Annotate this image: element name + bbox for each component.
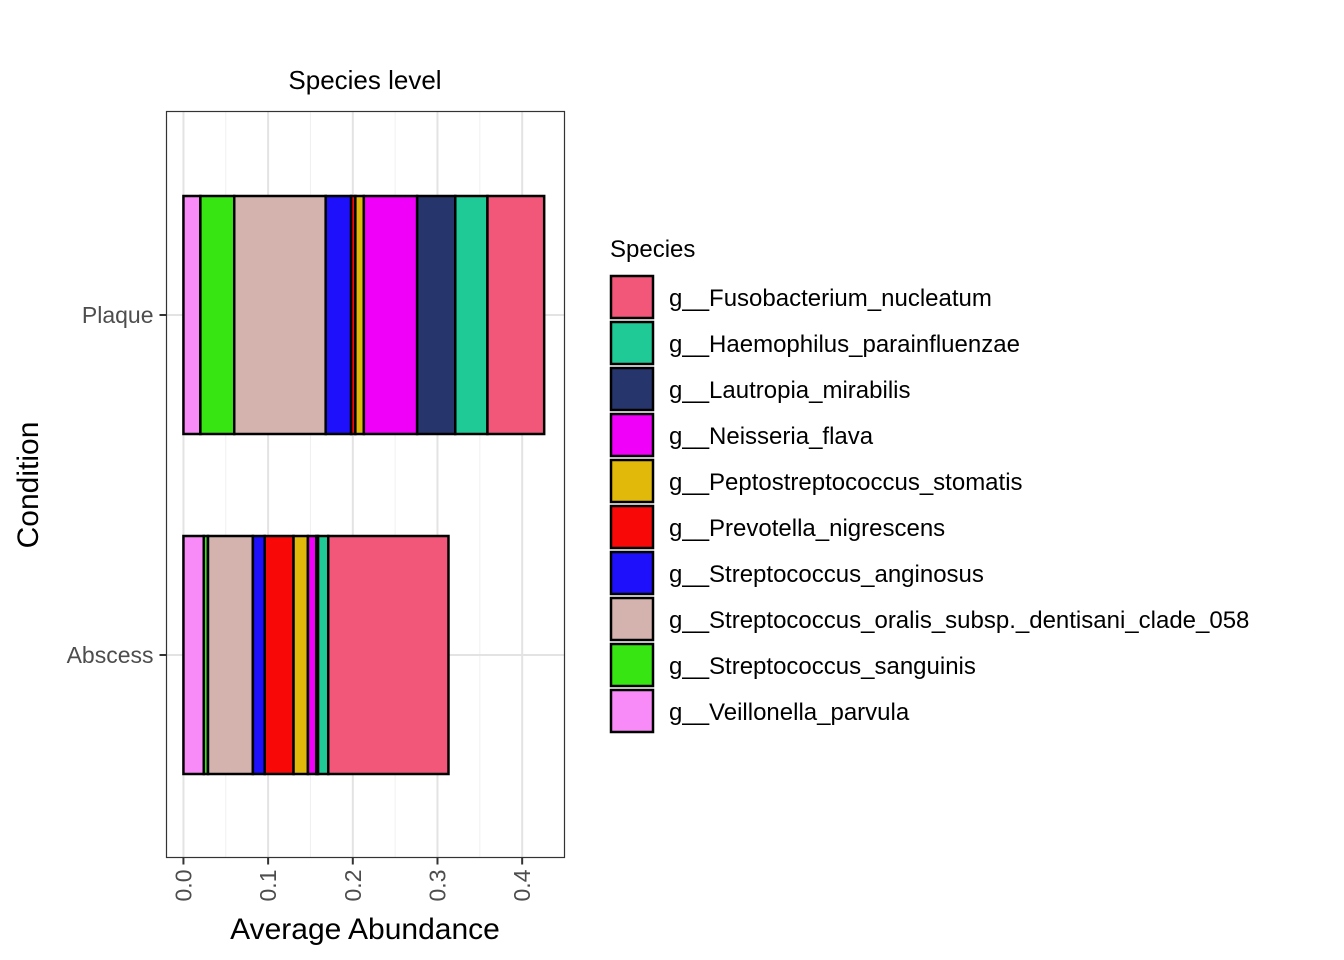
legend-label: g__Haemophilus_parainfluenzae — [669, 331, 1020, 358]
legend-label: g__Peptostreptococcus_stomatis — [669, 469, 1023, 496]
bars — [182, 194, 546, 776]
legend-label: g__Neisseria_flava — [669, 423, 874, 450]
bar-segment — [486, 194, 546, 436]
bar-segment — [206, 534, 255, 776]
legend-title: Species — [610, 236, 695, 263]
legend-label: g__Streptococcus_sanguinis — [669, 653, 976, 680]
bar-segment — [232, 194, 327, 436]
legend-swatch — [609, 412, 655, 458]
bar-segment — [199, 194, 236, 436]
x-tick-label: 0.2 — [340, 870, 366, 902]
chart-title: Species level — [288, 65, 441, 95]
axes: Plaque Abscess 0.0 0.1 0.2 0.3 0.4 — [67, 302, 536, 901]
legend-swatch — [609, 458, 655, 504]
legend-swatch — [609, 366, 655, 412]
legend: Species g__Fusobacterium_nucleatum g__Hae… — [609, 236, 1249, 734]
bar-segment — [182, 534, 206, 776]
bar-segment — [362, 194, 419, 436]
bar-segment — [415, 194, 457, 436]
legend-label: g__Veillonella_parvula — [669, 699, 910, 726]
legend-label: g__Prevotella_nigrescens — [669, 515, 945, 542]
bar-segment — [324, 194, 353, 436]
bar-segment — [263, 534, 295, 776]
legend-swatch — [609, 550, 655, 596]
x-tick-label: 0.1 — [255, 870, 281, 902]
legend-swatch — [609, 596, 655, 642]
bar-segment — [251, 534, 266, 776]
legend-label: g__Lautropia_mirabilis — [669, 377, 910, 404]
legend-label: g__Streptococcus_oralis_subsp._dentisani… — [669, 607, 1249, 634]
bar-segment — [454, 194, 489, 436]
legend-swatch — [609, 642, 655, 688]
bar-segment — [182, 194, 202, 436]
x-tick-label: 0.4 — [509, 869, 535, 901]
x-tick-label: 0.0 — [170, 870, 196, 902]
y-tick-label: Abscess — [67, 642, 154, 668]
y-axis-title: Condition — [12, 422, 45, 549]
bar-segment — [326, 534, 450, 776]
legend-label: g__Streptococcus_anginosus — [669, 561, 984, 588]
plot-panel-border — [165, 110, 566, 859]
legend-swatch — [609, 688, 655, 734]
legend-swatch — [609, 274, 655, 320]
x-axis-title: Average Abundance — [230, 913, 500, 946]
legend-swatch — [609, 504, 655, 550]
y-tick-label: Plaque — [82, 302, 154, 328]
bar-segment — [354, 194, 366, 436]
bar-segment — [306, 534, 318, 776]
bar-segment — [292, 534, 310, 776]
x-tick-label: 0.3 — [424, 870, 450, 902]
legend-label: g__Fusobacterium_nucleatum — [669, 285, 992, 312]
legend-swatch — [609, 320, 655, 366]
bar-segment — [316, 534, 330, 776]
